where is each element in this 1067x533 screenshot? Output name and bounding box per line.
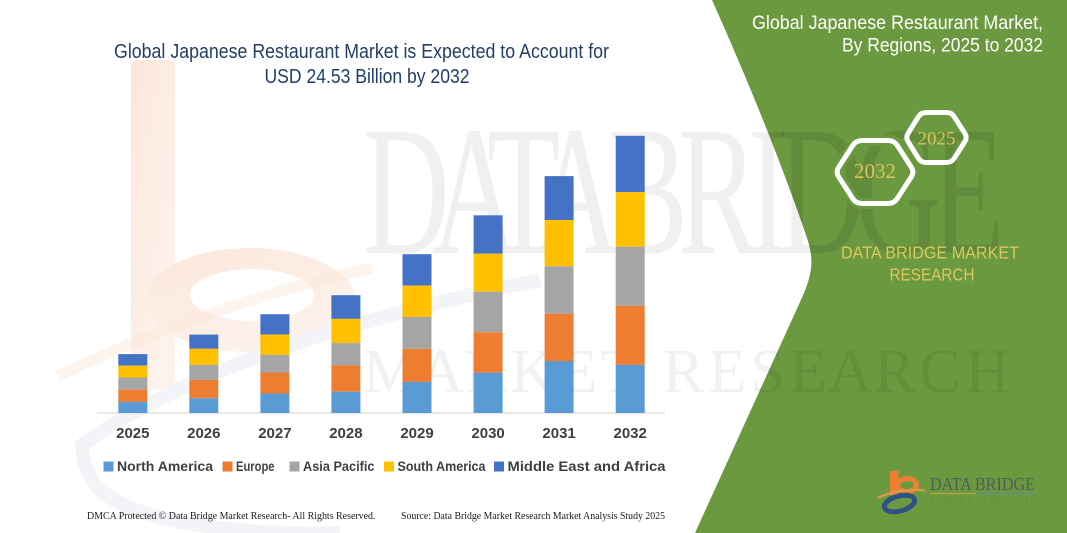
svg-text:2028: 2028 (329, 425, 362, 442)
svg-text:2026: 2026 (187, 425, 220, 442)
svg-text:South America: South America (398, 459, 486, 474)
svg-text:2025: 2025 (116, 425, 149, 442)
svg-text:2032: 2032 (854, 159, 896, 183)
svg-text:Global Japanese Restaurant Mar: Global Japanese Restaurant Market is Exp… (114, 41, 609, 63)
svg-text:2025: 2025 (918, 129, 956, 150)
svg-text:2029: 2029 (400, 425, 433, 442)
svg-text:2030: 2030 (471, 425, 504, 442)
svg-text:Source: Data Bridge Market Res: Source: Data Bridge Market Research Mark… (401, 511, 665, 522)
svg-text:Middle East and Africa: Middle East and Africa (508, 459, 667, 474)
svg-text:DATA BRIDGE: DATA BRIDGE (930, 474, 1035, 494)
svg-text:2031: 2031 (542, 425, 575, 442)
svg-text:2027: 2027 (258, 425, 291, 442)
svg-text:Europe: Europe (236, 459, 275, 474)
svg-text:DATA BRIDGE MARKET: DATA BRIDGE MARKET (841, 243, 1019, 263)
svg-text:Global Japanese Restaurant Mar: Global Japanese Restaurant Market, (752, 12, 1043, 34)
svg-text:DMCA Protected © Data Bridge M: DMCA Protected © Data Bridge Market Rese… (87, 511, 376, 522)
svg-text:USD 24.53 Billion by 2032: USD 24.53 Billion by 2032 (265, 66, 470, 88)
svg-text:2032: 2032 (614, 425, 647, 442)
svg-text:RESEARCH: RESEARCH (890, 265, 975, 285)
svg-text:MARKET RESEARCH: MARKET RESEARCH (930, 496, 1033, 506)
svg-text:By Regions, 2025 to 2032: By Regions, 2025 to 2032 (842, 35, 1043, 57)
svg-text:North America: North America (117, 459, 214, 474)
svg-text:Asia Pacific: Asia Pacific (303, 459, 375, 474)
